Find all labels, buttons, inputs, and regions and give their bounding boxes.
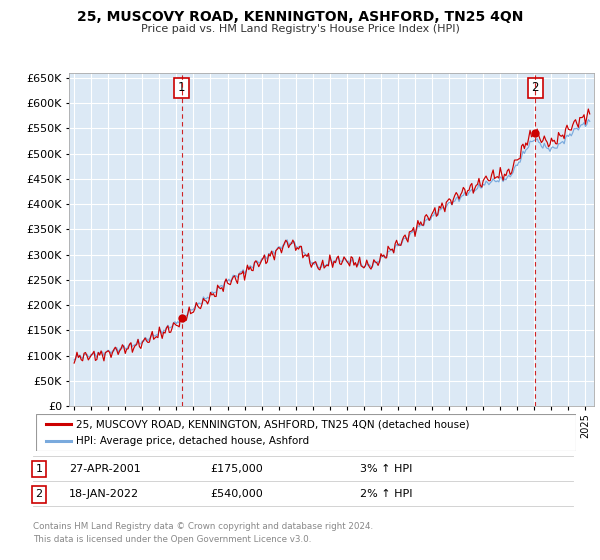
Text: 2: 2 xyxy=(35,489,43,500)
Text: HPI: Average price, detached house, Ashford: HPI: Average price, detached house, Ashf… xyxy=(77,436,310,446)
Text: 3% ↑ HPI: 3% ↑ HPI xyxy=(360,464,412,474)
Text: £540,000: £540,000 xyxy=(210,489,263,500)
Text: Price paid vs. HM Land Registry's House Price Index (HPI): Price paid vs. HM Land Registry's House … xyxy=(140,24,460,34)
Text: Contains HM Land Registry data © Crown copyright and database right 2024.
This d: Contains HM Land Registry data © Crown c… xyxy=(33,522,373,544)
Text: 1: 1 xyxy=(35,464,43,474)
Text: 18-JAN-2022: 18-JAN-2022 xyxy=(69,489,139,500)
Text: 25, MUSCOVY ROAD, KENNINGTON, ASHFORD, TN25 4QN: 25, MUSCOVY ROAD, KENNINGTON, ASHFORD, T… xyxy=(77,10,523,24)
Text: 2: 2 xyxy=(532,81,539,94)
Text: 2% ↑ HPI: 2% ↑ HPI xyxy=(360,489,413,500)
Text: 1: 1 xyxy=(178,81,185,94)
Text: 25, MUSCOVY ROAD, KENNINGTON, ASHFORD, TN25 4QN (detached house): 25, MUSCOVY ROAD, KENNINGTON, ASHFORD, T… xyxy=(77,419,470,429)
Text: £175,000: £175,000 xyxy=(210,464,263,474)
Text: 27-APR-2001: 27-APR-2001 xyxy=(69,464,141,474)
